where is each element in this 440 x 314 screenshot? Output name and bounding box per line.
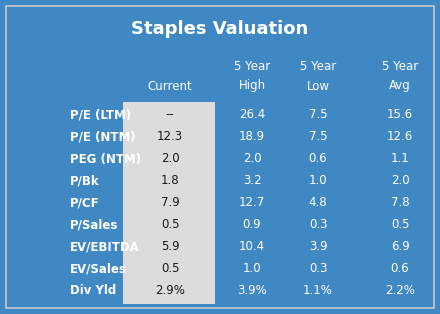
Text: 1.0: 1.0 xyxy=(243,263,261,275)
Text: High: High xyxy=(238,79,266,93)
FancyBboxPatch shape xyxy=(123,102,215,304)
Text: EV/EBITDA: EV/EBITDA xyxy=(70,241,140,253)
Text: 2.2%: 2.2% xyxy=(385,284,415,297)
Text: Staples Valuation: Staples Valuation xyxy=(132,20,308,38)
Text: EV/Sales: EV/Sales xyxy=(70,263,127,275)
Text: 0.5: 0.5 xyxy=(161,263,179,275)
Text: 0.3: 0.3 xyxy=(309,219,327,231)
Text: 2.0: 2.0 xyxy=(161,153,180,165)
Text: 26.4: 26.4 xyxy=(239,109,265,122)
Text: 5 Year: 5 Year xyxy=(300,59,336,73)
Text: P/Sales: P/Sales xyxy=(70,219,118,231)
Text: 12.3: 12.3 xyxy=(157,131,183,143)
Text: Current: Current xyxy=(148,79,192,93)
Text: Low: Low xyxy=(307,79,330,93)
Text: 1.1%: 1.1% xyxy=(303,284,333,297)
Text: 15.6: 15.6 xyxy=(387,109,413,122)
Text: P/E (NTM): P/E (NTM) xyxy=(70,131,136,143)
Text: 1.0: 1.0 xyxy=(309,175,327,187)
Text: PEG (NTM): PEG (NTM) xyxy=(70,153,141,165)
Text: 1.8: 1.8 xyxy=(161,175,180,187)
Text: 7.5: 7.5 xyxy=(309,131,327,143)
Text: 18.9: 18.9 xyxy=(239,131,265,143)
Text: 6.9: 6.9 xyxy=(391,241,409,253)
Text: 12.6: 12.6 xyxy=(387,131,413,143)
Text: 10.4: 10.4 xyxy=(239,241,265,253)
Text: 5.9: 5.9 xyxy=(161,241,180,253)
Text: 7.8: 7.8 xyxy=(391,197,409,209)
Text: 3.2: 3.2 xyxy=(243,175,261,187)
Text: 7.9: 7.9 xyxy=(161,197,180,209)
Text: 4.8: 4.8 xyxy=(309,197,327,209)
Text: 0.5: 0.5 xyxy=(161,219,179,231)
Text: 0.3: 0.3 xyxy=(309,263,327,275)
Text: Div Yld: Div Yld xyxy=(70,284,116,297)
Text: Avg: Avg xyxy=(389,79,411,93)
Text: P/CF: P/CF xyxy=(70,197,99,209)
Text: 2.9%: 2.9% xyxy=(155,284,185,297)
Text: 7.5: 7.5 xyxy=(309,109,327,122)
Text: 2.0: 2.0 xyxy=(391,175,409,187)
Text: 1.1: 1.1 xyxy=(391,153,409,165)
Text: 3.9: 3.9 xyxy=(309,241,327,253)
Text: 0.6: 0.6 xyxy=(391,263,409,275)
Text: 5 Year: 5 Year xyxy=(382,59,418,73)
Text: 0.5: 0.5 xyxy=(391,219,409,231)
Text: P/Bk: P/Bk xyxy=(70,175,99,187)
Text: --: -- xyxy=(165,109,174,122)
Text: 5 Year: 5 Year xyxy=(234,59,270,73)
Text: 2.0: 2.0 xyxy=(243,153,261,165)
Text: 12.7: 12.7 xyxy=(239,197,265,209)
Text: 3.9%: 3.9% xyxy=(237,284,267,297)
Text: 0.6: 0.6 xyxy=(309,153,327,165)
Text: P/E (LTM): P/E (LTM) xyxy=(70,109,131,122)
Text: 0.9: 0.9 xyxy=(243,219,261,231)
